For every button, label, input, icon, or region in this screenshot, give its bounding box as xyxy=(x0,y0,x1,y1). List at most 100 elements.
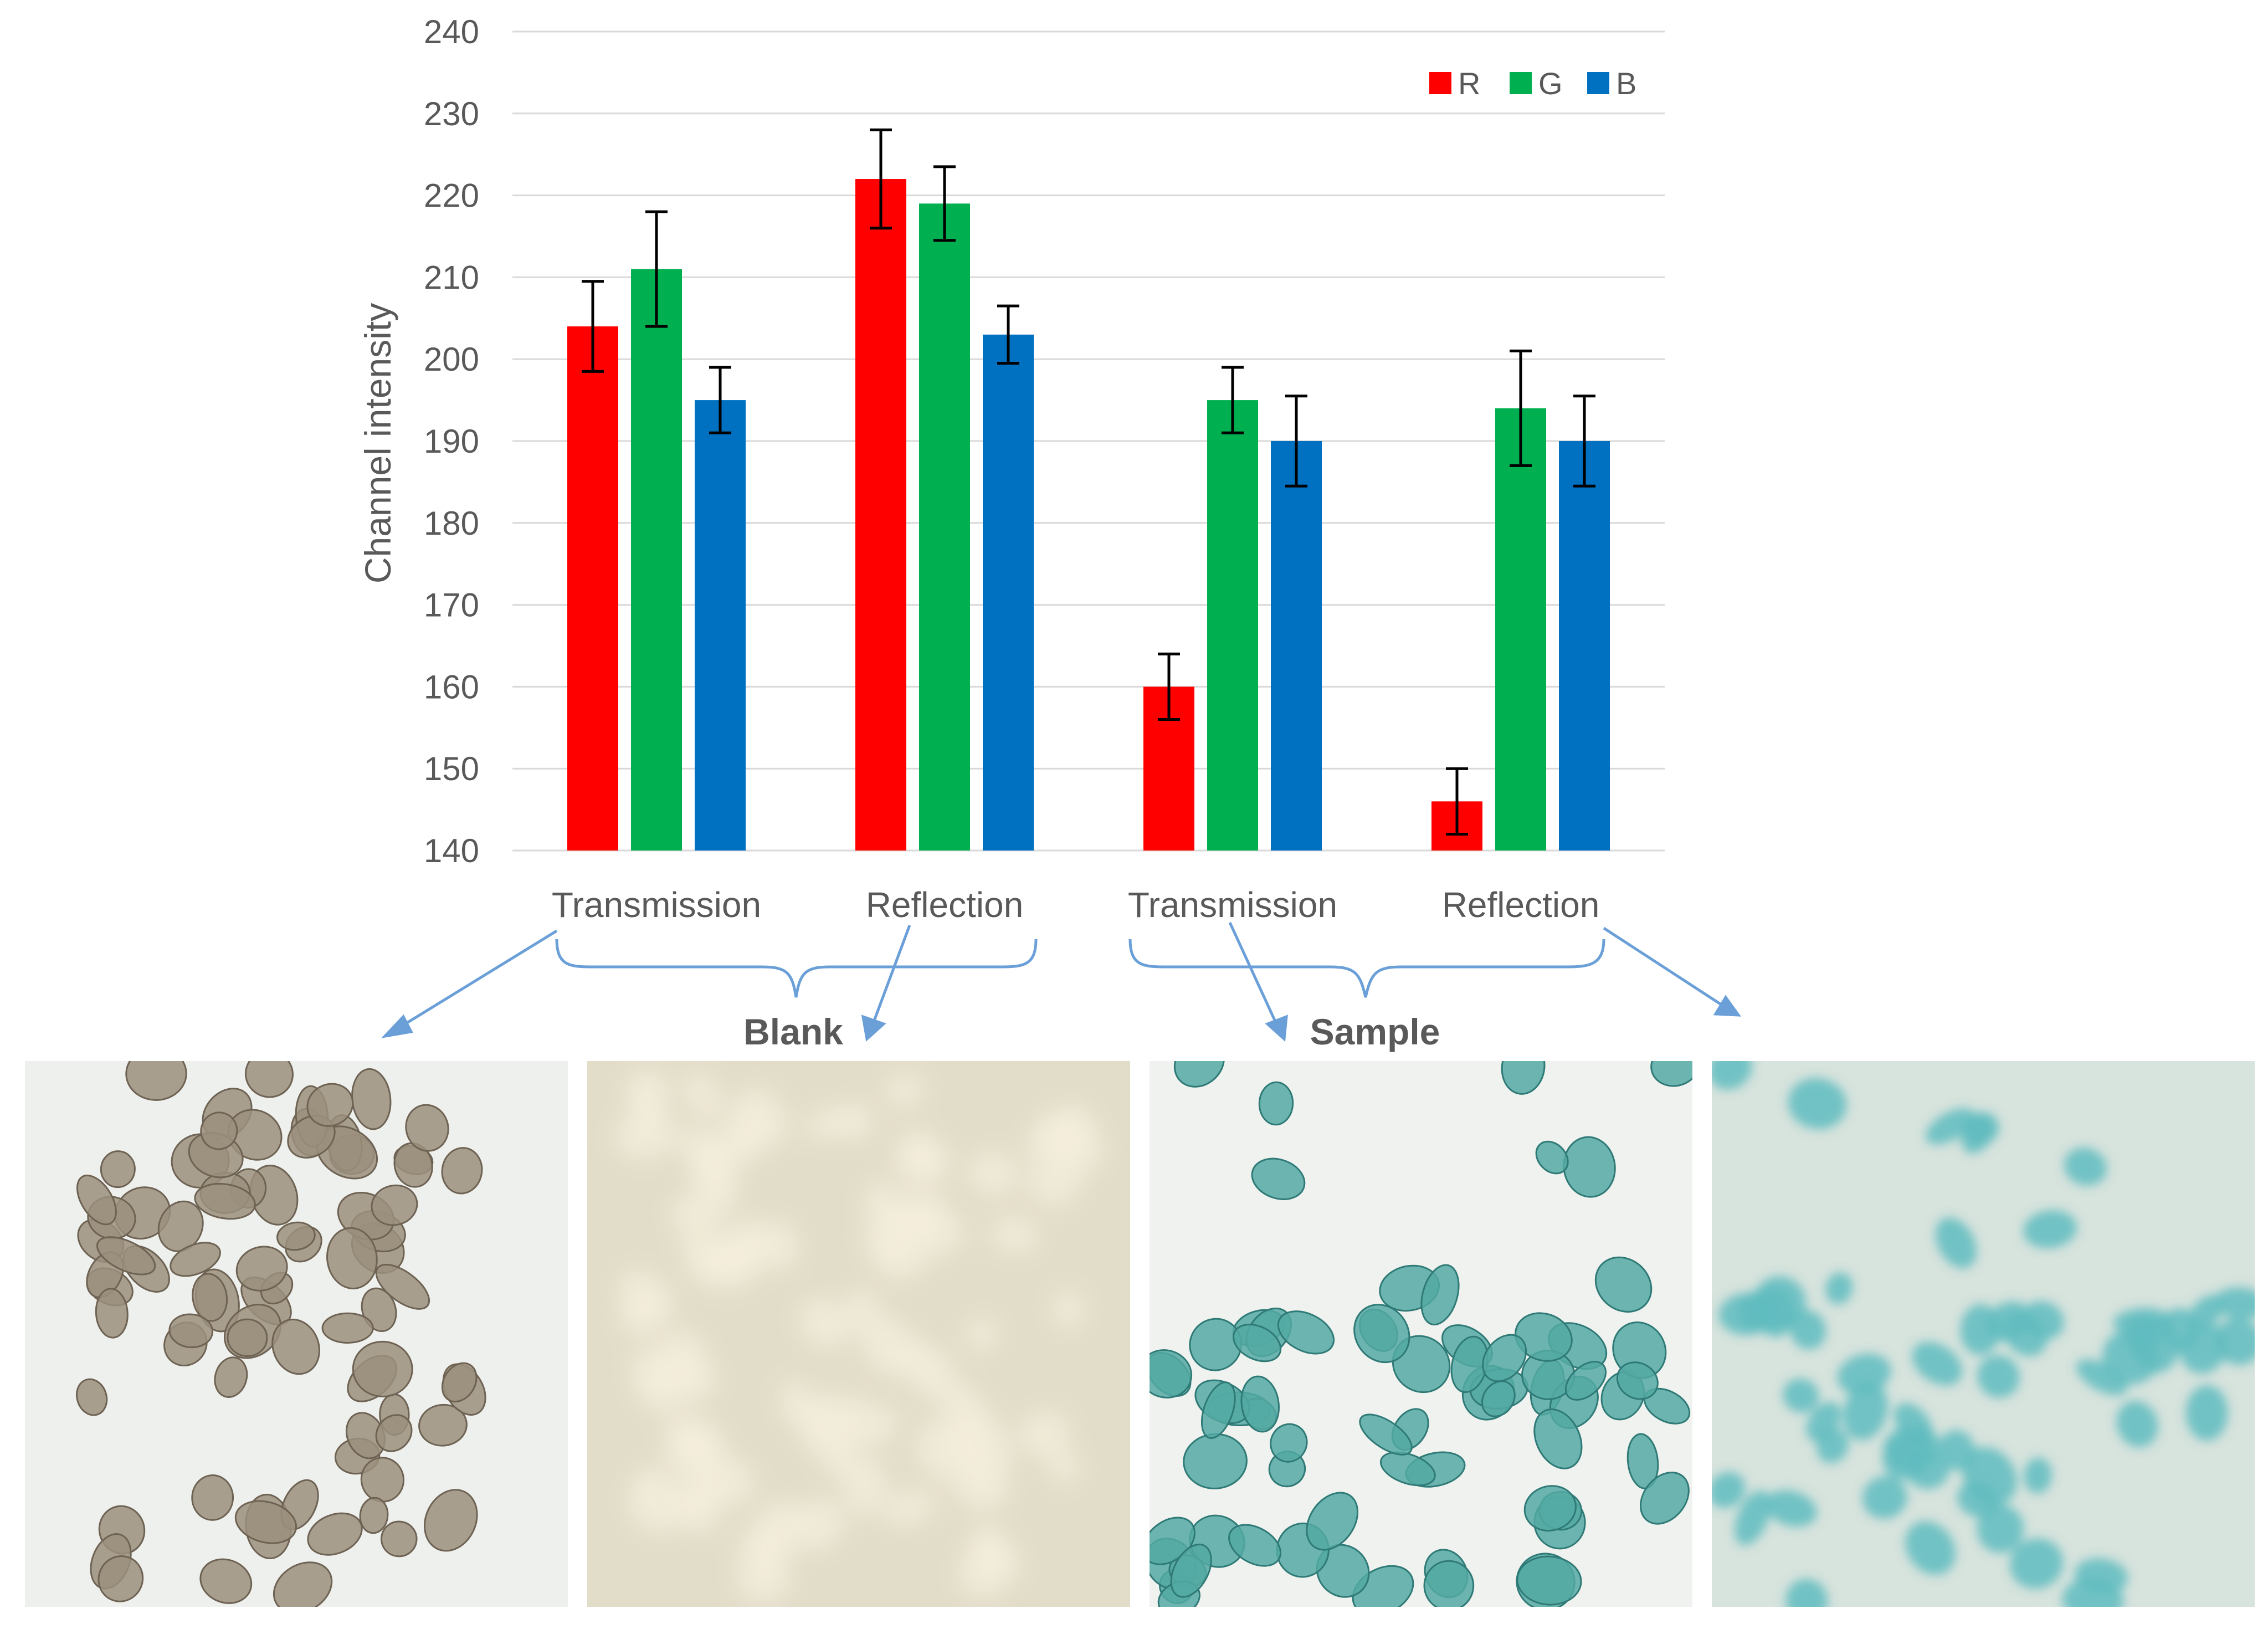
particle xyxy=(321,1312,374,1344)
particle xyxy=(1515,1312,1573,1362)
error-bar-b-0 xyxy=(709,366,731,434)
particle xyxy=(1862,1476,1907,1519)
particle xyxy=(1047,1447,1081,1485)
particle xyxy=(200,1111,238,1150)
particle xyxy=(375,1414,413,1452)
particle xyxy=(767,1220,798,1272)
y-tick-label: 210 xyxy=(424,259,479,296)
particle xyxy=(916,1419,972,1479)
particle xyxy=(884,1073,925,1108)
particle xyxy=(1516,1555,1582,1606)
legend-swatch-r xyxy=(1429,72,1451,94)
particle xyxy=(359,1497,389,1534)
particle xyxy=(899,1143,935,1176)
particle xyxy=(1735,1490,1771,1545)
particle xyxy=(991,1216,1039,1253)
bar-g-1 xyxy=(919,203,970,851)
particle xyxy=(1028,1156,1081,1206)
particle xyxy=(98,1555,144,1602)
bar-g-3 xyxy=(1495,408,1546,851)
particle xyxy=(1785,1579,1828,1607)
particle xyxy=(1420,1264,1460,1326)
bar-b-3 xyxy=(1559,441,1610,851)
particle xyxy=(235,1246,288,1292)
y-tick-label: 140 xyxy=(424,832,479,869)
legend-swatch-b xyxy=(1587,72,1609,94)
particle xyxy=(882,1489,937,1526)
bar-r-1 xyxy=(855,179,906,851)
particle xyxy=(1258,1081,1294,1126)
gridlines xyxy=(512,30,1665,852)
particle xyxy=(1052,1289,1085,1330)
legend-label-g: G xyxy=(1538,66,1563,101)
particle xyxy=(1233,1323,1282,1362)
particle xyxy=(716,1113,767,1165)
particle xyxy=(2024,1457,2052,1494)
bar-r-0 xyxy=(567,326,618,851)
particle xyxy=(194,1182,256,1220)
particle xyxy=(2074,1558,2128,1594)
particle xyxy=(846,1288,879,1332)
particle xyxy=(306,1083,354,1127)
particle-cluster xyxy=(613,1068,1103,1603)
particle xyxy=(1594,1256,1653,1313)
particle xyxy=(157,1200,204,1252)
x-axis-categories: Transmission Reflection Transmission Reflec… xyxy=(552,885,1599,925)
particle xyxy=(1200,1381,1236,1439)
particle xyxy=(1718,1293,1775,1335)
particle xyxy=(2215,1318,2255,1365)
particle xyxy=(1977,1504,2024,1553)
error-bar-r-0 xyxy=(582,280,604,373)
legend-swatch-g xyxy=(1510,72,1532,94)
particle xyxy=(191,1474,234,1521)
y-tick-label: 150 xyxy=(424,750,479,787)
bar-b-0 xyxy=(695,400,746,851)
particle xyxy=(1189,1318,1243,1371)
arrow-sample-transmission xyxy=(1228,921,1279,1026)
particle xyxy=(967,1151,1019,1196)
group-label-blank: Blank xyxy=(743,1011,843,1052)
photo-blank-reflection xyxy=(587,1061,1130,1607)
particle xyxy=(1481,1380,1516,1417)
error-bar-r-2 xyxy=(1158,652,1180,721)
arrowhead-blank-transmission xyxy=(381,1014,413,1038)
particle xyxy=(100,1150,136,1189)
category-label: Reflection xyxy=(866,885,1024,925)
particle xyxy=(1379,1451,1436,1487)
particle xyxy=(1423,1560,1475,1607)
category-label: Reflection xyxy=(1442,885,1600,925)
particle xyxy=(227,1318,268,1358)
photo-blank-transmission xyxy=(25,1061,568,1607)
particle xyxy=(1712,1061,1752,1090)
particle xyxy=(634,1371,676,1414)
particle xyxy=(276,1221,316,1251)
y-tick-label: 230 xyxy=(424,95,479,132)
particle xyxy=(273,1561,333,1607)
y-tick-label: 160 xyxy=(424,668,479,705)
error-bar-b-1 xyxy=(997,304,1019,365)
particle xyxy=(199,1558,253,1604)
particle xyxy=(1790,1310,1826,1350)
particle xyxy=(76,1174,117,1226)
particle xyxy=(1359,1413,1413,1456)
particle xyxy=(1962,1447,2017,1506)
particle xyxy=(2023,1210,2077,1248)
y-tick-label: 190 xyxy=(424,423,479,460)
particle xyxy=(864,1180,903,1232)
particle xyxy=(352,1340,413,1398)
particle xyxy=(1277,1310,1335,1355)
y-tick-label: 200 xyxy=(424,341,479,378)
particle xyxy=(1639,1472,1690,1525)
particle xyxy=(896,1339,938,1381)
brace-blank xyxy=(555,939,1038,998)
y-axis-ticks: 140 150 160 170 180 190 200 210 220 230 240 xyxy=(424,13,479,869)
particle xyxy=(393,1142,433,1188)
particle xyxy=(1240,1375,1280,1433)
particle xyxy=(708,1233,751,1275)
particle xyxy=(1018,1411,1071,1456)
error-bar-b-2 xyxy=(1285,395,1307,488)
particle xyxy=(405,1104,449,1152)
particle xyxy=(234,1500,297,1544)
particle xyxy=(846,1457,887,1517)
